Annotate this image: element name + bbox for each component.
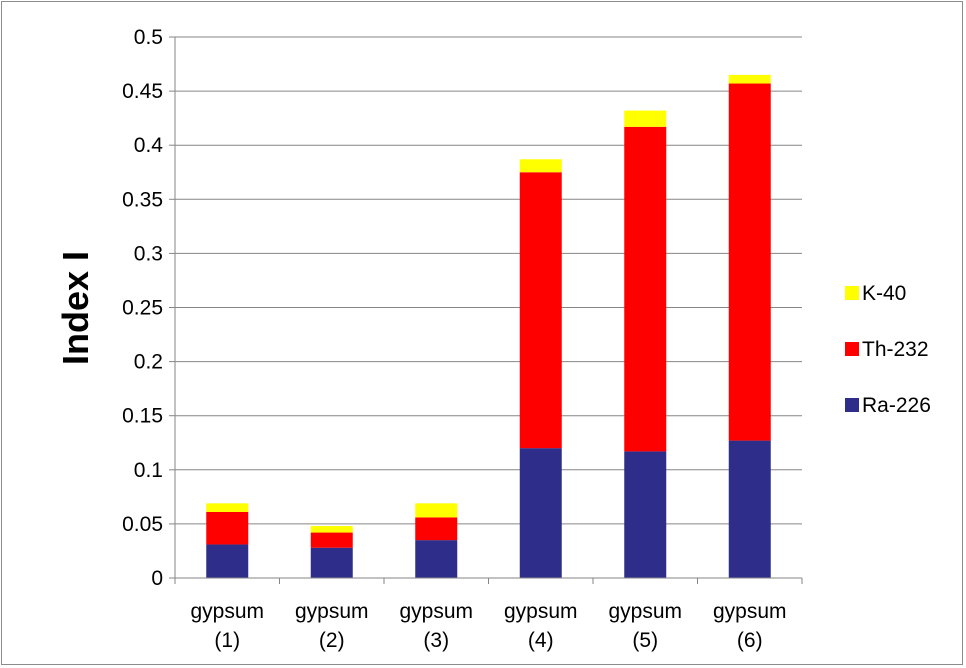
bar-segment-th-232 [624,126,667,452]
y-tick-label: 0.1 [134,459,163,482]
axes [169,36,803,584]
bar-segment-th-232 [206,511,249,545]
bar-segment-ra-226 [728,440,771,578]
bar-segment-k-40 [519,159,562,173]
y-tick-label: 0.45 [122,80,163,103]
y-tick-label: 0.25 [122,297,163,320]
bar-segment-k-40 [728,74,771,84]
bar-segment-ra-226 [415,540,458,578]
x-category-labels: gypsum (1) gypsum (2) gypsum (3) gypsum (4) gyps… [190,600,786,652]
y-tick-labels: 0 0.05 0.1 0.15 0.2 0.25 0.3 0.35 0.4 0.45 0.5 [122,26,163,590]
legend-swatch-ra-226 [845,398,859,412]
x-category-label: gypsum [504,600,578,623]
x-category-label: gypsum [399,600,473,623]
x-category-label: gypsum [190,600,264,623]
legend-label: Th-232 [862,338,929,361]
y-tick-label: 0.15 [122,405,163,428]
legend-label: K-40 [862,282,906,305]
y-tick-label: 0.35 [122,188,163,211]
bar-segment-ra-226 [624,451,667,578]
y-tick-label: 0.5 [134,26,163,49]
x-category-label: (6) [737,629,763,652]
y-tick-label: 0.3 [134,242,163,265]
x-category-label: (5) [632,629,658,652]
x-category-label: gypsum [295,600,369,623]
legend-swatch-k-40 [845,286,859,300]
bar-segment-ra-226 [206,544,249,578]
bar-segment-ra-226 [519,448,562,578]
x-category-label: (2) [319,629,345,652]
legend: K-40 Th-232 Ra-226 [845,282,931,417]
legend-label: Ra-226 [862,394,931,417]
y-tick-label: 0.2 [134,351,163,374]
bar-segment-k-40 [415,503,458,518]
y-tick-label: 0 [151,567,163,590]
y-axis-label: Index I [55,251,96,365]
bar-segment-k-40 [310,526,353,533]
x-category-label: (3) [423,629,449,652]
bar-segment-ra-226 [310,547,353,578]
legend-swatch-th-232 [845,342,859,356]
x-category-label: gypsum [608,600,682,623]
x-category-label: (1) [214,629,240,652]
x-category-label: (4) [528,629,554,652]
bar-segment-th-232 [310,532,353,548]
bar-segment-th-232 [519,172,562,449]
y-tick-label: 0.4 [134,134,164,157]
bar-segment-k-40 [624,110,667,127]
gridlines [175,36,802,525]
bar-segment-th-232 [728,83,771,441]
bar-segment-k-40 [206,503,249,512]
x-category-label: gypsum [713,600,787,623]
bars [206,74,771,578]
bar-segment-th-232 [415,517,458,541]
y-tick-label: 0.05 [122,513,163,536]
